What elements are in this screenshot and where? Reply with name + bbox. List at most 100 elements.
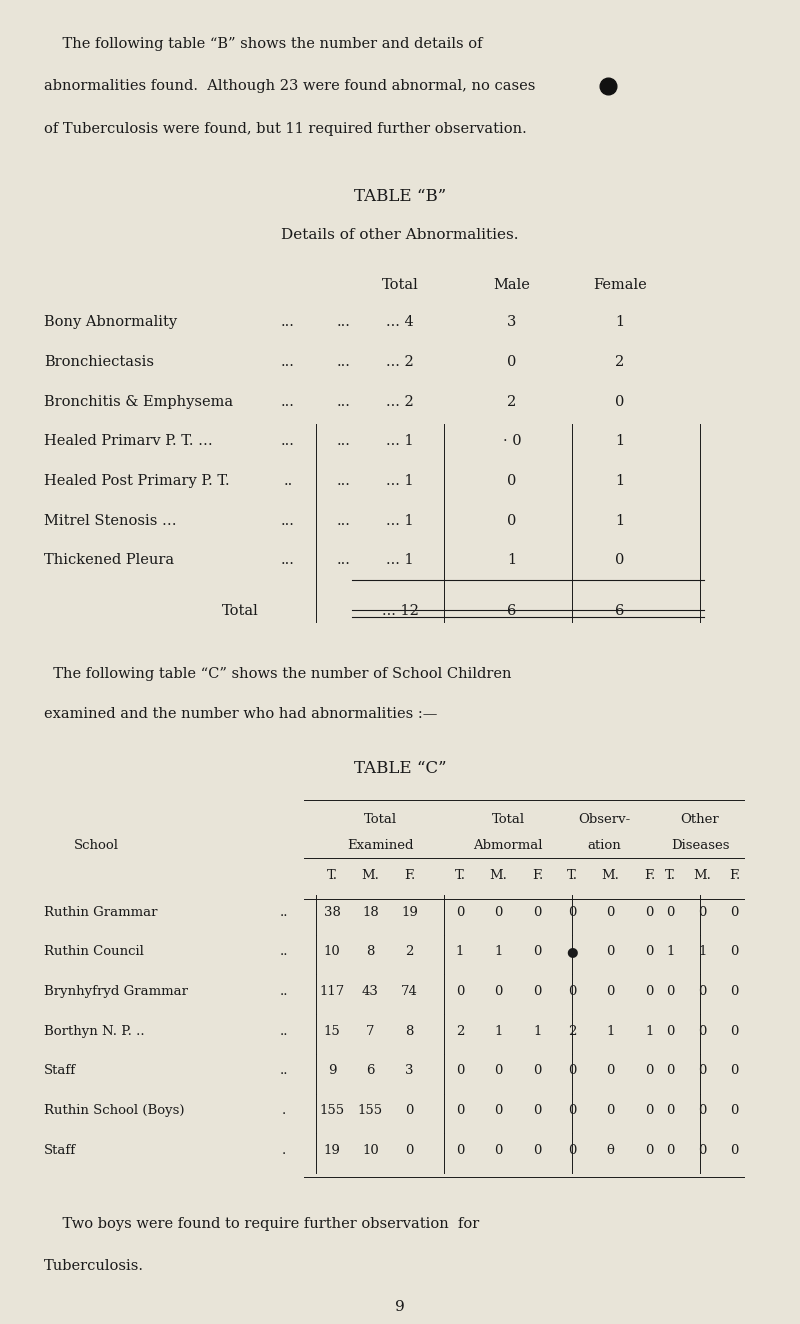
Text: 0: 0 [698,1104,706,1117]
Text: T.: T. [665,869,676,882]
Text: 0: 0 [666,906,674,919]
Text: 43: 43 [362,985,379,998]
Text: T.: T. [326,869,338,882]
Text: 0: 0 [456,1144,464,1157]
Text: 0: 0 [568,1064,576,1078]
Text: Bony Abnormality: Bony Abnormality [44,315,177,330]
Text: 0: 0 [615,395,625,409]
Text: Tuberculosis.: Tuberculosis. [44,1259,144,1274]
Text: 0: 0 [494,1144,502,1157]
Text: TABLE “C”: TABLE “C” [354,760,446,777]
Text: examined and the number who had abnormalities :—: examined and the number who had abnormal… [44,707,438,722]
Text: 0: 0 [666,1025,674,1038]
Text: ... 4: ... 4 [386,315,414,330]
Text: The following table “C” shows the number of School Children: The following table “C” shows the number… [44,667,511,682]
Text: 0: 0 [534,1064,542,1078]
Text: 0: 0 [406,1104,414,1117]
Text: ...: ... [281,553,295,568]
Text: 8: 8 [406,1025,414,1038]
Text: 1: 1 [646,1025,654,1038]
Text: TABLE “B”: TABLE “B” [354,188,446,205]
Text: 38: 38 [323,906,341,919]
Text: Total: Total [491,813,525,826]
Text: T.: T. [566,869,578,882]
Text: Ruthin Grammar: Ruthin Grammar [44,906,158,919]
Text: The following table “B” shows the number and details of: The following table “B” shows the number… [44,37,482,52]
Text: 0: 0 [507,355,517,369]
Text: 0: 0 [646,1064,654,1078]
Text: F.: F. [532,869,543,882]
Text: 1: 1 [615,434,625,449]
Text: Bronchiectasis: Bronchiectasis [44,355,154,369]
Text: Bronchitis & Emphysema: Bronchitis & Emphysema [44,395,233,409]
Text: 0: 0 [730,1144,738,1157]
Text: 0: 0 [730,906,738,919]
Text: 0: 0 [568,1104,576,1117]
Text: 0: 0 [698,1025,706,1038]
Text: ..: .. [280,1025,288,1038]
Text: abnormalities found.  Although 23 were found abnormal, no cases: abnormalities found. Although 23 were fo… [44,79,535,94]
Text: M.: M. [490,869,507,882]
Text: 0: 0 [730,945,738,959]
Text: 0: 0 [606,1104,614,1117]
Text: 0: 0 [494,1064,502,1078]
Text: 0: 0 [534,1144,542,1157]
Text: ..: .. [283,474,293,489]
Text: 0: 0 [646,945,654,959]
Text: 0: 0 [606,1064,614,1078]
Text: 0: 0 [494,906,502,919]
Text: 8: 8 [366,945,374,959]
Text: ..: .. [280,906,288,919]
Text: 0: 0 [494,1104,502,1117]
Text: 1: 1 [606,1025,614,1038]
Text: ...: ... [281,434,295,449]
Text: 0: 0 [534,985,542,998]
Text: 18: 18 [362,906,378,919]
Text: Abmormal: Abmormal [474,839,542,853]
Text: 0: 0 [456,906,464,919]
Text: Observ-: Observ- [578,813,630,826]
Text: F.: F. [404,869,415,882]
Text: ..: .. [280,945,288,959]
Text: Mitrel Stenosis …: Mitrel Stenosis … [44,514,177,528]
Text: 0: 0 [568,906,576,919]
Text: 0: 0 [646,1144,654,1157]
Text: 0: 0 [494,985,502,998]
Text: 6: 6 [366,1064,374,1078]
Text: 10: 10 [362,1144,378,1157]
Text: ...: ... [281,355,295,369]
Text: ation: ation [587,839,621,853]
Text: Total: Total [382,278,418,293]
Text: 0: 0 [730,1104,738,1117]
Text: 0: 0 [507,514,517,528]
Text: Thickened Pleura: Thickened Pleura [44,553,174,568]
Text: 2: 2 [456,1025,464,1038]
Text: T.: T. [454,869,466,882]
Text: ...: ... [337,553,351,568]
Text: ...: ... [281,315,295,330]
Text: 1: 1 [698,945,706,959]
Text: 1: 1 [615,514,625,528]
Text: 0: 0 [730,1025,738,1038]
Text: of Tuberculosis were found, but 11 required further observation.: of Tuberculosis were found, but 11 requi… [44,122,526,136]
Text: 74: 74 [401,985,418,998]
Text: 3: 3 [507,315,517,330]
Text: ...: ... [337,434,351,449]
Text: 1: 1 [615,315,625,330]
Text: 0: 0 [698,985,706,998]
Text: Ruthin Council: Ruthin Council [44,945,144,959]
Text: School: School [74,839,118,853]
Text: ..: .. [280,1064,288,1078]
Text: 1: 1 [494,945,502,959]
Text: Examined: Examined [346,839,414,853]
Text: 0: 0 [406,1144,414,1157]
Text: ...: ... [337,355,351,369]
Text: 15: 15 [324,1025,340,1038]
Text: 0: 0 [730,985,738,998]
Text: 0: 0 [698,906,706,919]
Text: ... 1: ... 1 [386,514,414,528]
Text: 6: 6 [615,604,625,618]
Text: M.: M. [694,869,711,882]
Text: 9: 9 [395,1300,405,1315]
Text: ... 2: ... 2 [386,395,414,409]
